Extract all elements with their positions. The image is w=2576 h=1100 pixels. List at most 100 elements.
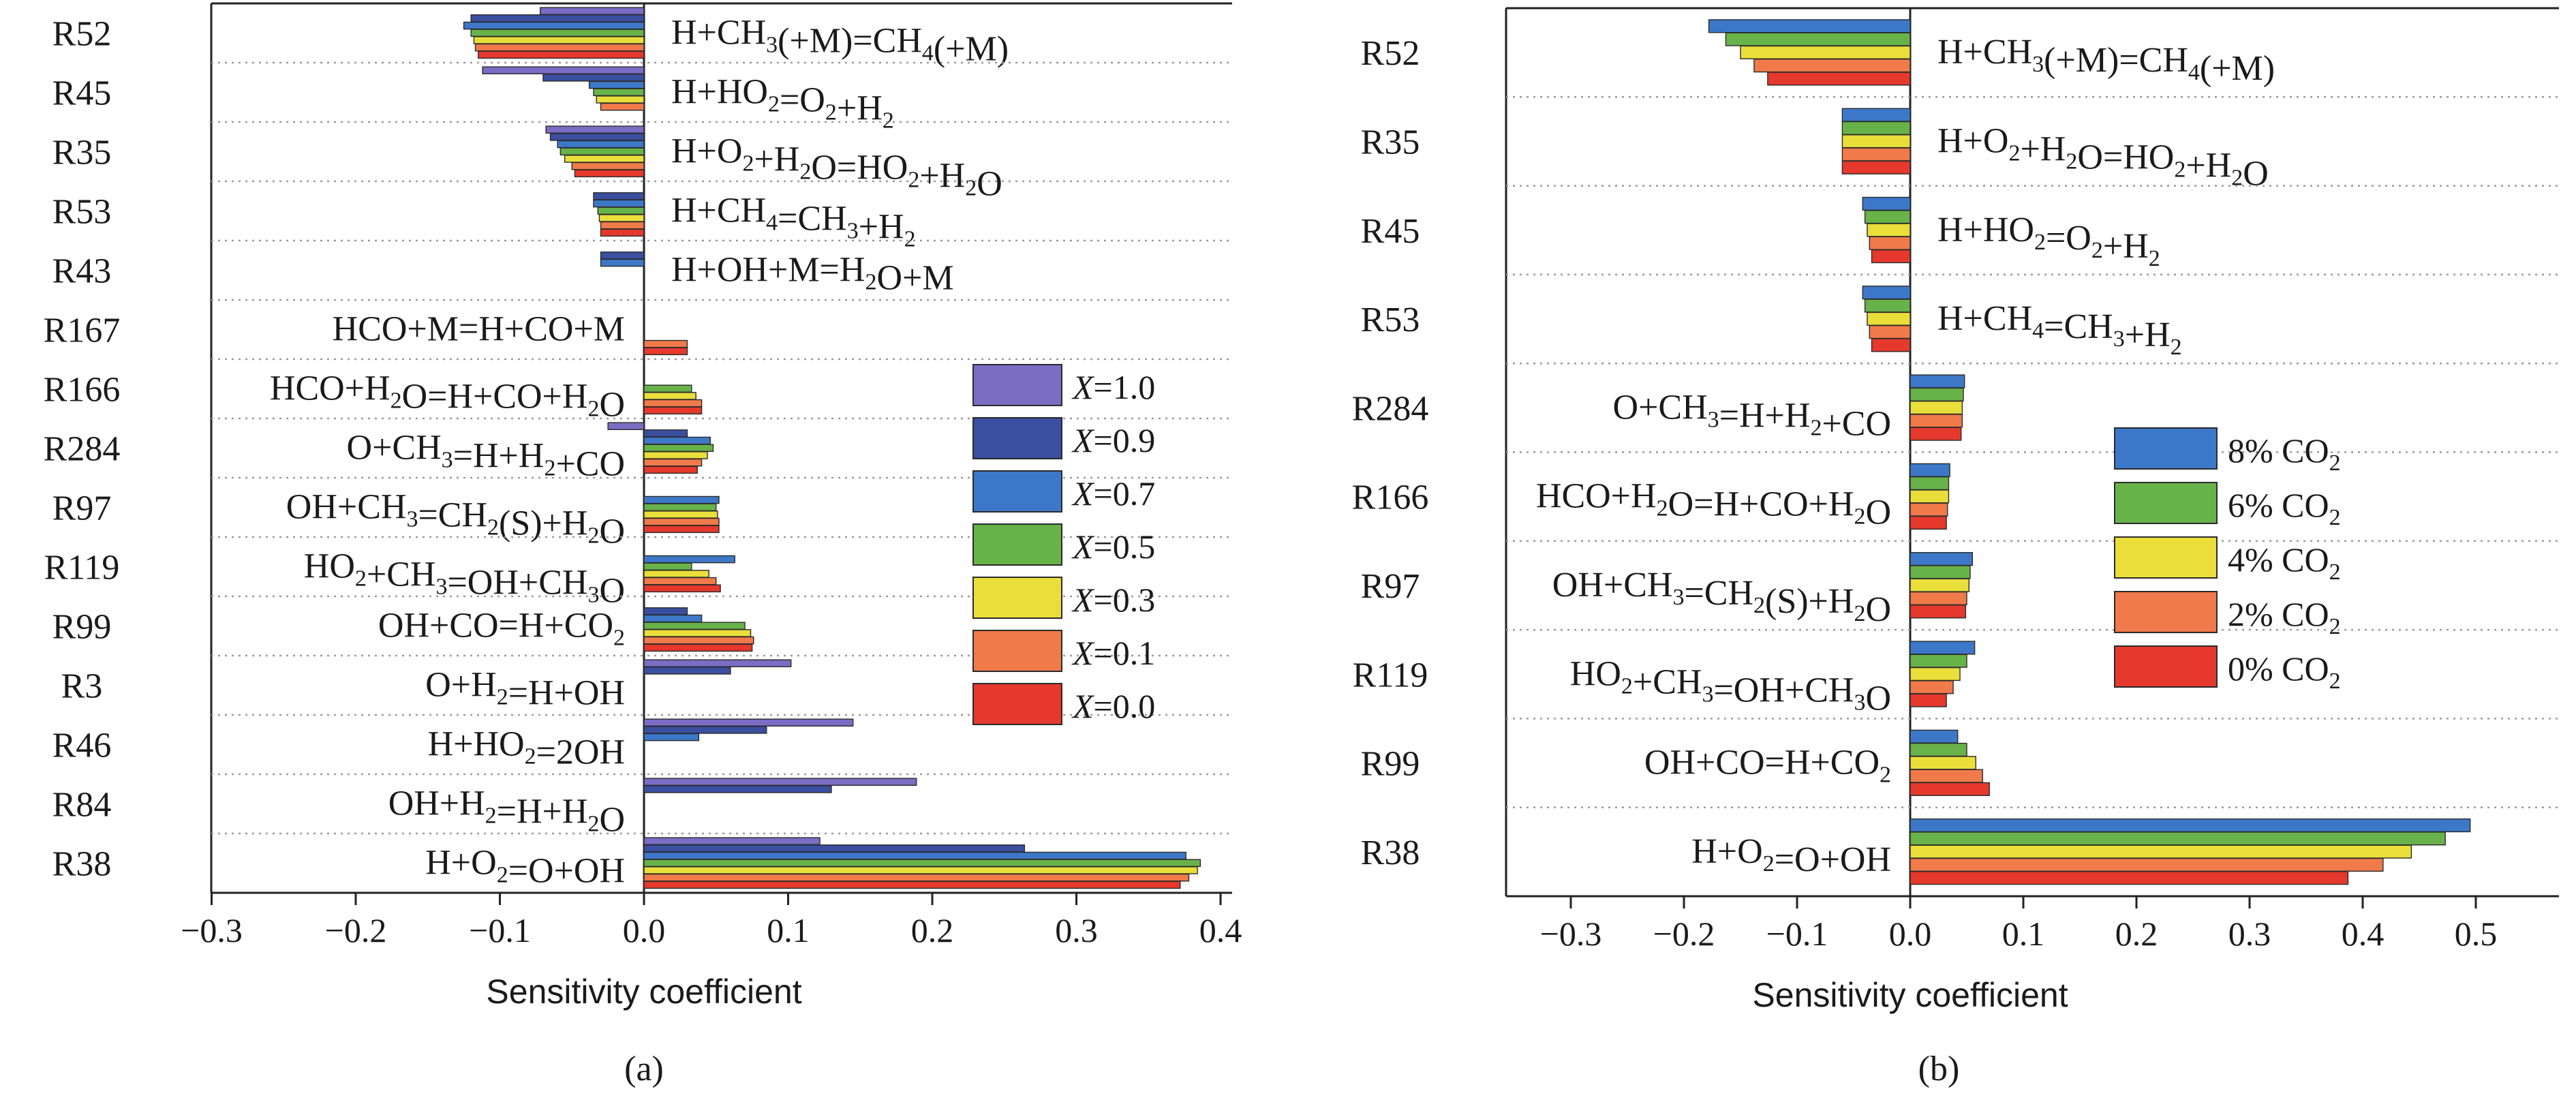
bar-r53-series-2 xyxy=(1867,311,1911,326)
reaction-id-label: R119 xyxy=(44,549,120,587)
panel-label: (a) xyxy=(624,1050,664,1088)
bar-r45-series-3 xyxy=(1869,236,1911,250)
reaction-id-label: R38 xyxy=(52,845,112,884)
reaction-equation-label: OH+H2=H+H2O xyxy=(388,784,625,840)
bar-r38-series-5 xyxy=(643,873,1190,882)
legend-entry-label: 0% CO2 xyxy=(2228,650,2341,694)
bar-r38-series-1 xyxy=(1910,831,2446,846)
reaction-equation-label: HO2+CH3=OH+CH3O xyxy=(1570,654,1891,718)
reaction-id-label: R35 xyxy=(1361,123,1420,162)
bar-r38-series-4 xyxy=(643,866,1198,874)
bar-r45-series-1 xyxy=(542,74,645,82)
bar-r99-series-3 xyxy=(643,622,746,630)
bar-r35-series-0 xyxy=(1841,108,1911,122)
reaction-id-label: R97 xyxy=(1361,567,1420,606)
bar-r284-series-6 xyxy=(643,465,698,474)
x-tick-label: 0.3 xyxy=(2228,915,2271,953)
reaction-id-label: R166 xyxy=(44,371,121,410)
bar-r45-series-2 xyxy=(588,80,645,89)
x-tick-label: 0.1 xyxy=(767,911,810,949)
bar-r97-series-3 xyxy=(1910,591,1967,606)
reaction-id-label: R119 xyxy=(1353,656,1428,694)
bar-r97-series-1 xyxy=(1910,565,1971,579)
bar-r84-series-1 xyxy=(643,785,832,793)
x-tick-label: −0.2 xyxy=(1653,915,1715,953)
reaction-equation-label: HCO+H2O=H+CO+H2O xyxy=(1536,477,1891,532)
reaction-id-label: R84 xyxy=(52,786,112,825)
bar-r38-series-2 xyxy=(1910,844,2412,859)
bar-r167-series-6 xyxy=(643,347,688,356)
bar-r35-series-2 xyxy=(1841,134,1911,149)
legend-entry-label: X=0.9 xyxy=(1071,421,1155,459)
bar-r99-series-3 xyxy=(1910,769,1983,783)
reaction-equation-label: HCO+H2O=H+CO+H2O xyxy=(270,369,625,425)
bar-r35-series-0 xyxy=(545,125,645,134)
bar-r35-series-3 xyxy=(1841,147,1911,162)
reaction-equation-label: H+CH4=CH3+H2 xyxy=(671,192,916,252)
x-tick-label: 0.5 xyxy=(2455,915,2498,953)
bar-r35-series-3 xyxy=(559,147,645,156)
bar-r53-series-4 xyxy=(598,214,645,222)
bar-r43-series-2 xyxy=(600,258,645,267)
reaction-equation-label: OH+CH3=CH2(S)+H2O xyxy=(1552,566,1891,629)
bar-r119-series-3 xyxy=(643,562,692,571)
legend: 8% CO2 6% CO2 4% CO2 2% CO2 0% CO2 xyxy=(2114,427,2341,694)
reaction-equation-label: H+O2=O+OH xyxy=(425,844,625,891)
bar-r97-series-2 xyxy=(643,495,720,504)
reaction-id-label: R3 xyxy=(61,667,103,706)
bar-r45-series-1 xyxy=(1864,210,1911,224)
reaction-id-label: R45 xyxy=(52,74,112,113)
bar-r166-series-6 xyxy=(643,406,703,415)
reaction-equation-label: H+CH4=CH3+H2 xyxy=(1937,299,2182,360)
bar-r53-series-1 xyxy=(593,192,645,200)
x-tick-label: 0.3 xyxy=(1055,911,1098,949)
reaction-equation-label: H+CH3(+M)=CH4(+M) xyxy=(671,14,1009,69)
bar-r99-series-1 xyxy=(1910,742,1967,757)
bar-r99-series-4 xyxy=(1910,782,1990,796)
bar-r45-series-2 xyxy=(1867,223,1911,237)
reaction-id-label: R166 xyxy=(1352,478,1429,517)
bar-r284-series-0 xyxy=(607,422,645,430)
bar-r52-series-3 xyxy=(470,29,645,37)
bar-r97-series-4 xyxy=(1910,605,1967,619)
x-tick-label: −0.3 xyxy=(1540,915,1602,953)
reaction-equation-label: OH+CO=H+CO2 xyxy=(378,607,625,651)
bar-r52-series-6 xyxy=(478,50,645,59)
x-tick-label: 0.4 xyxy=(1199,911,1242,949)
legend-swatch xyxy=(2114,427,2218,470)
bar-r119-series-2 xyxy=(1910,667,1961,682)
reaction-equation-label: O+CH3=H+H2+CO xyxy=(347,429,625,484)
legend-swatch xyxy=(2114,591,2218,633)
bar-r3-series-0 xyxy=(643,659,792,667)
reaction-equation-label: HO2+CH3=OH+CH3O xyxy=(304,547,625,611)
legend-entry-label: X=0.1 xyxy=(1071,634,1155,672)
bar-r97-series-2 xyxy=(1910,578,1970,592)
legend-swatch xyxy=(2114,536,2218,579)
bar-r52-series-5 xyxy=(474,43,645,52)
legend-entry-label: 2% CO2 xyxy=(2228,595,2341,639)
reaction-id-label: R52 xyxy=(1361,34,1420,73)
bar-r166-series-2 xyxy=(1910,489,1950,504)
x-tick-label: 0.2 xyxy=(2115,915,2158,953)
bar-r166-series-3 xyxy=(643,384,692,393)
bar-r167-series-5 xyxy=(643,339,688,348)
bar-r38-series-2 xyxy=(643,851,1186,860)
reaction-id-label: R35 xyxy=(52,134,112,172)
bar-r53-series-1 xyxy=(1864,299,1911,313)
bar-r119-series-4 xyxy=(643,570,709,578)
bar-r35-series-1 xyxy=(549,133,645,141)
legend-entry-label: X=0.0 xyxy=(1071,687,1155,725)
bar-r97-series-0 xyxy=(1910,552,1974,566)
bar-r97-series-5 xyxy=(643,517,720,526)
legend-swatch xyxy=(972,577,1062,619)
reaction-id-label: R99 xyxy=(1361,745,1420,784)
bar-r52-series-0 xyxy=(540,7,645,15)
bar-r38-series-1 xyxy=(643,844,1026,853)
bar-r99-series-5 xyxy=(643,636,754,645)
reaction-equation-label: H+HO2=O2+H2 xyxy=(1937,211,2160,271)
x-tick-label: 0.0 xyxy=(623,911,666,949)
legend-swatch xyxy=(972,523,1062,566)
bar-r53-series-2 xyxy=(593,199,645,208)
bar-r35-series-5 xyxy=(571,162,645,170)
reaction-equation-label: H+HO2=2OH xyxy=(428,725,625,772)
